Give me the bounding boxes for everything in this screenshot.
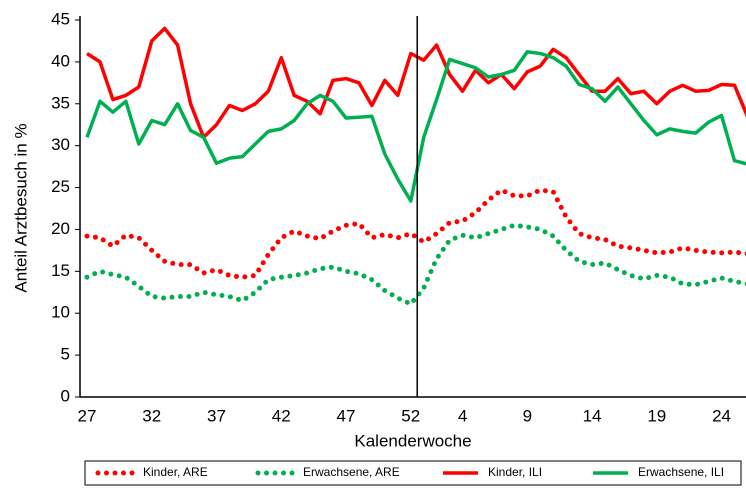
x-tick-label: 47 [337, 406, 356, 425]
x-tick-label: 19 [647, 406, 666, 425]
x-tick-label: 27 [78, 406, 97, 425]
y-tick-label: 15 [51, 261, 70, 280]
x-tick-label: 9 [523, 406, 532, 425]
x-tick-label: 42 [272, 406, 291, 425]
y-tick-label: 25 [51, 177, 70, 196]
x-tick-label: 14 [583, 406, 602, 425]
x-tick-label: 52 [401, 406, 420, 425]
series-line [84, 222, 746, 308]
y-tick-label: 5 [61, 345, 70, 364]
x-axis-title: Kalenderwoche [354, 431, 471, 450]
x-tick-label: 24 [712, 406, 731, 425]
legend-label: Kinder, ILI [488, 465, 542, 479]
y-tick-label: 30 [51, 135, 70, 154]
y-tick-label: 40 [51, 51, 70, 70]
legend-label: Erwachsene, ILI [638, 465, 724, 479]
legend-label: Kinder, ARE [143, 465, 208, 479]
legend-box [84, 460, 742, 486]
legend-label: Erwachsene, ARE [303, 465, 400, 479]
y-tick-label: 35 [51, 93, 70, 112]
y-tick-label: 10 [51, 303, 70, 322]
y-tick-label: 45 [51, 9, 70, 28]
y-tick-label: 20 [51, 219, 70, 238]
series-line [84, 187, 746, 280]
x-tick-label: 4 [458, 406, 467, 425]
y-tick-label: 0 [61, 386, 70, 405]
x-tick-label: 37 [207, 406, 226, 425]
x-tick-label: 32 [142, 406, 161, 425]
y-axis-title: Anteil Arztbesuch in % [11, 123, 30, 292]
